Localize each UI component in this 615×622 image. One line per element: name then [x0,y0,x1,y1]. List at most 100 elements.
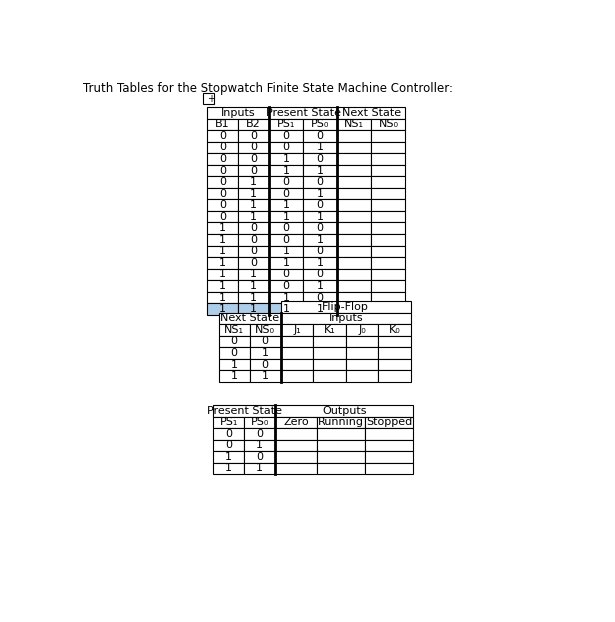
Bar [213,405,276,417]
Bar [371,269,405,281]
Bar [207,257,238,269]
Bar [269,257,303,269]
Text: 1: 1 [231,360,238,369]
Text: 0: 0 [219,131,226,141]
Bar [337,130,371,142]
Bar [303,153,337,165]
Text: 0: 0 [219,200,226,210]
Bar [269,281,303,292]
Bar [250,336,280,347]
Bar [346,336,378,347]
Text: 1: 1 [262,371,269,381]
Text: 0: 0 [283,142,290,152]
Text: 0: 0 [250,165,257,175]
Bar [313,370,346,382]
Text: Present State: Present State [207,406,282,415]
Text: 1: 1 [283,258,290,268]
Bar [238,142,269,153]
Text: PS₁: PS₁ [277,119,295,129]
Bar [337,119,371,130]
Bar [337,304,371,315]
Text: 0: 0 [317,200,323,210]
Bar [238,119,269,130]
Bar [371,234,405,246]
Bar [207,119,238,130]
Bar [213,428,244,440]
Text: Next State: Next State [220,313,279,323]
Text: 0: 0 [250,154,257,164]
Bar [371,257,405,269]
Text: 1: 1 [262,348,269,358]
Bar [238,304,269,315]
Bar [276,417,317,428]
Text: 1: 1 [250,177,257,187]
Bar [371,292,405,304]
Bar [244,440,276,451]
Text: 0: 0 [256,429,263,439]
Bar [250,347,280,359]
Bar [371,153,405,165]
Bar [303,176,337,188]
Text: J₁: J₁ [293,325,301,335]
Bar [269,269,303,281]
Bar [365,440,413,451]
Text: 0: 0 [231,348,238,358]
Bar [317,428,365,440]
Bar [207,176,238,188]
Bar [269,234,303,246]
Bar [269,176,303,188]
Bar [207,153,238,165]
Text: 1: 1 [225,463,232,473]
Bar [371,119,405,130]
Text: 1: 1 [317,258,323,268]
Bar [337,153,371,165]
Bar [371,142,405,153]
Bar [303,292,337,304]
Text: 1: 1 [256,440,263,450]
Text: 1: 1 [317,234,323,245]
Bar [238,165,269,176]
Bar [280,370,313,382]
Bar [317,417,365,428]
Bar [207,223,238,234]
Bar [378,347,411,359]
Text: NS₁: NS₁ [344,119,364,129]
Bar [238,211,269,223]
Text: 1: 1 [283,200,290,210]
Bar [371,304,405,315]
Bar [337,107,405,119]
Bar [280,301,411,313]
Bar [213,451,244,463]
Text: 1: 1 [219,258,226,268]
Bar [238,292,269,304]
Text: 0: 0 [317,177,323,187]
Bar [250,359,280,370]
Text: 0: 0 [250,234,257,245]
Bar [238,176,269,188]
Bar [219,324,250,336]
Bar [280,347,313,359]
Text: 1: 1 [219,234,226,245]
Bar [337,292,371,304]
Bar [269,292,303,304]
Bar [337,211,371,223]
Bar [371,211,405,223]
Text: 0: 0 [219,188,226,198]
Bar [269,119,303,130]
Bar [337,246,371,257]
Text: Stopped: Stopped [366,417,412,427]
Bar [269,165,303,176]
Text: 1: 1 [219,292,226,302]
Bar [244,451,276,463]
Bar [238,223,269,234]
Bar [371,281,405,292]
Bar [269,153,303,165]
Bar [371,246,405,257]
Bar [378,359,411,370]
Text: 1: 1 [219,304,226,314]
Text: 1: 1 [250,200,257,210]
Text: 0: 0 [283,177,290,187]
Bar [365,417,413,428]
Bar [244,428,276,440]
Bar [238,257,269,269]
